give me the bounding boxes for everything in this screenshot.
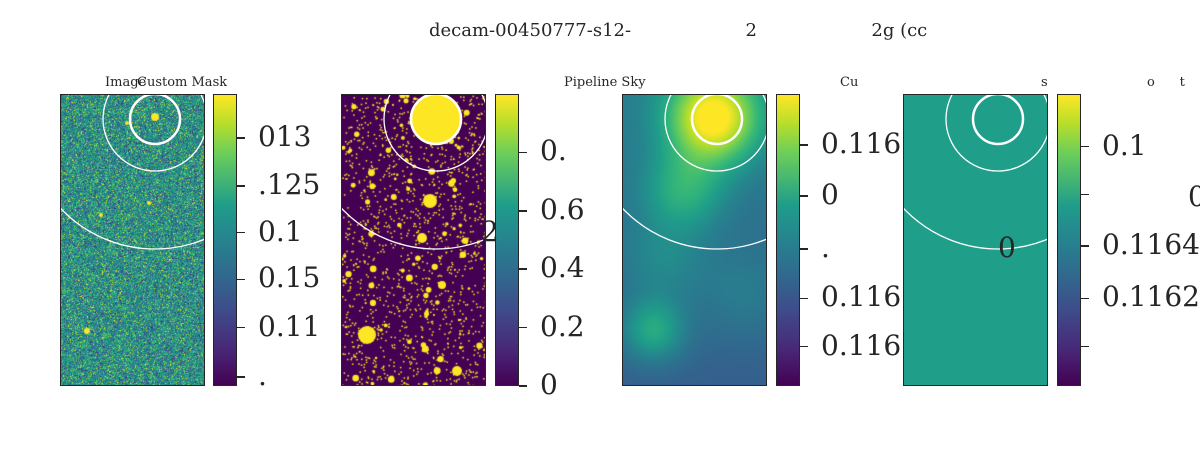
sky-heatmap xyxy=(623,95,766,385)
colorbar-tick-label: 0.11 xyxy=(258,309,321,343)
colorbar-tick-label: 0.116 xyxy=(821,328,902,362)
colorbar-tick-label: 0.2 xyxy=(540,309,585,343)
sky-colorbar xyxy=(776,94,800,386)
colorbar-tick xyxy=(1081,245,1089,247)
colorbar-tick-label: 0.1162 xyxy=(821,280,919,314)
custom-overlap-label-1: 0 xyxy=(998,231,1016,264)
colorbar-tick-label: 0. xyxy=(540,134,567,168)
circle-inner xyxy=(128,95,182,146)
colorbar-tick xyxy=(800,345,808,348)
circle-middle xyxy=(945,95,1047,172)
colorbar-tick xyxy=(519,210,527,212)
custom-sky-panel xyxy=(903,94,1048,386)
custom-overlay-circles xyxy=(904,95,1047,250)
colorbar-tick xyxy=(519,268,527,270)
circle-inner xyxy=(690,95,744,146)
circle-outer xyxy=(623,207,766,250)
colorbar-tick xyxy=(800,144,808,146)
colorbar-tick xyxy=(800,248,808,250)
colorbar-tick xyxy=(237,185,245,187)
colorbar-tick xyxy=(1081,145,1089,148)
colorbar-tick xyxy=(1081,297,1089,300)
circle-middle xyxy=(383,95,485,172)
colorbar-tick-label: 0.4 xyxy=(540,251,585,285)
panel-title-pipeline-sky: Pipeline Sky xyxy=(564,75,646,90)
circle-outer xyxy=(61,207,204,250)
custom-colorbar xyxy=(1057,94,1081,386)
colorbar-tick xyxy=(237,326,245,329)
circle-middle xyxy=(102,95,204,172)
panel-title-custom-mask: Custom Mask xyxy=(137,75,228,90)
colorbar-tick-label: 0.15 xyxy=(258,261,321,295)
image-heatmap xyxy=(61,95,204,385)
colorbar-tick-label: 0 xyxy=(540,368,558,401)
mask-colorbar xyxy=(495,94,519,386)
image-colorbar xyxy=(213,94,237,386)
image-panel xyxy=(60,94,205,386)
colorbar-tick xyxy=(1081,345,1089,348)
colorbar-tick-label: .125 xyxy=(258,167,321,201)
colorbar-tick-label: . xyxy=(821,230,830,264)
colorbar-tick xyxy=(237,376,245,378)
panel-title-image: Image xyxy=(105,75,147,90)
circle-outer xyxy=(342,207,485,250)
mask-overlay-circles xyxy=(342,95,485,250)
sky-panel xyxy=(622,94,767,386)
colorbar-tick xyxy=(519,385,527,387)
colorbar-tick-label: 013 xyxy=(258,119,312,153)
mask-overlap-label: 2 xyxy=(481,215,499,248)
figure-title: decam-00450777-s12- 2 2g (cc xyxy=(429,20,928,41)
colorbar-tick-label: 0.6 xyxy=(540,192,585,226)
sky-overlay-circles xyxy=(623,95,766,250)
colorbar-tick-label: 0 xyxy=(821,178,839,212)
panel-title-s: s xyxy=(1041,75,1048,90)
circle-inner xyxy=(971,95,1025,146)
colorbar-tick xyxy=(237,278,245,281)
circle-outer xyxy=(904,207,1047,250)
colorbar-tick-label: 0.1 xyxy=(258,214,303,248)
mask-panel xyxy=(341,94,486,386)
colorbar-tick xyxy=(237,231,245,234)
custom-overlap-label-2: 0 xyxy=(1188,180,1200,213)
panel-title-cu: Cu xyxy=(840,75,859,90)
circle-middle xyxy=(664,95,766,172)
colorbar-tick-label: 0.1168 xyxy=(821,127,919,161)
circle-inner xyxy=(409,95,463,146)
colorbar-tick-label: 0.1 xyxy=(1102,128,1147,162)
colorbar-tick xyxy=(237,137,245,139)
colorbar-tick-label: 0.1164 xyxy=(1102,227,1200,261)
image-overlay-circles xyxy=(61,95,204,250)
colorbar-tick xyxy=(1081,193,1089,196)
mask-heatmap xyxy=(342,95,485,385)
colorbar-tick xyxy=(800,195,808,197)
colorbar-tick-label: 0.1162 xyxy=(1102,280,1200,314)
colorbar-tick xyxy=(519,326,527,329)
colorbar-tick xyxy=(800,297,808,300)
colorbar-tick xyxy=(519,151,527,154)
panel-title-ot: o t xyxy=(1147,75,1185,90)
colorbar-tick-label: . xyxy=(258,359,267,393)
